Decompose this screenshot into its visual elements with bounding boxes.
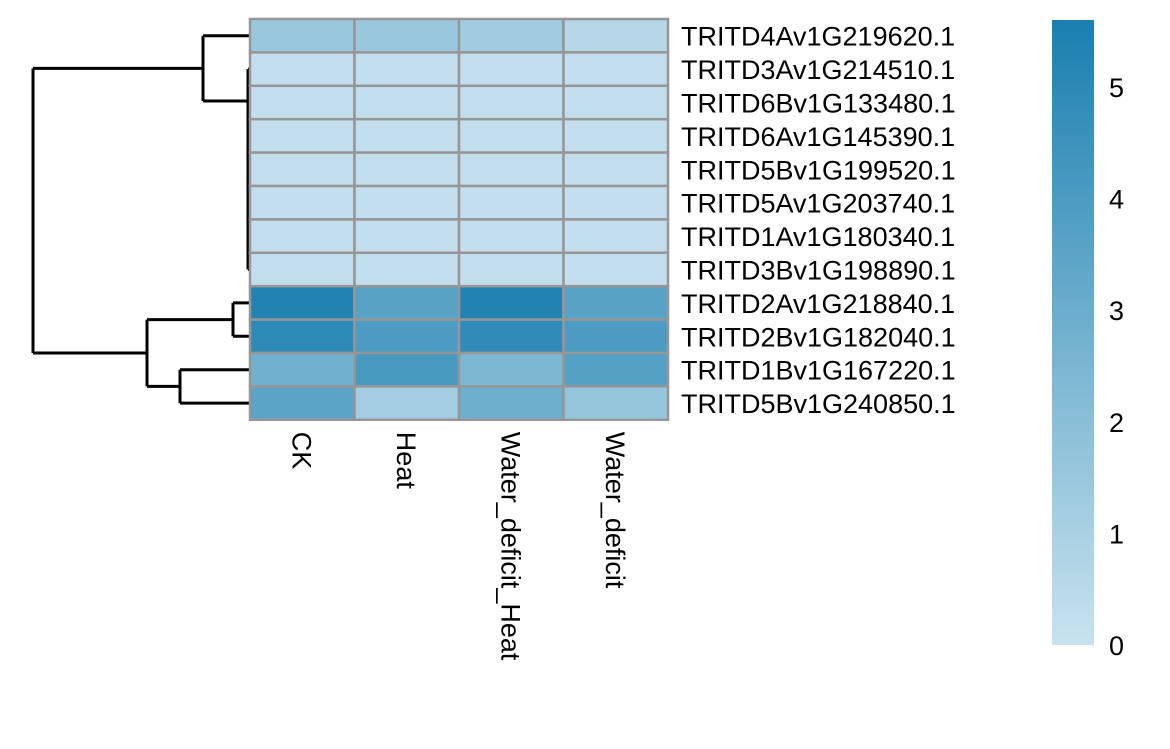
column-labels: CK Heat Water_deficit_Heat Water_deficit <box>286 432 630 661</box>
heatmap-cell <box>353 51 461 88</box>
heatmap-cell <box>248 251 356 288</box>
heatmap-cell <box>353 17 461 54</box>
row-label: TRITD2Bv1G182040.1 <box>681 322 956 352</box>
row-label: TRITD5Bv1G199520.1 <box>681 155 956 185</box>
heatmap-cell <box>457 151 565 188</box>
heatmap-cell <box>248 117 356 154</box>
heatmap-cell <box>248 284 356 321</box>
colorbar: 0 1 2 3 4 5 <box>1052 20 1124 661</box>
heatmap-cell <box>353 351 461 388</box>
heatmap-cell <box>248 351 356 388</box>
colorbar-tick-label: 4 <box>1109 185 1124 215</box>
heatmap-cell <box>457 385 565 422</box>
colorbar-tick-label: 1 <box>1109 519 1124 549</box>
heatmap-cell <box>562 351 670 388</box>
heatmap-cell <box>562 251 670 288</box>
heatmap-cell <box>353 151 461 188</box>
column-label: CK <box>286 432 316 470</box>
heatmap-cell <box>248 385 356 422</box>
row-label: TRITD1Bv1G167220.1 <box>681 356 956 386</box>
heatmap-cell <box>457 51 565 88</box>
heatmap-cell <box>353 117 461 154</box>
heatmap-cell <box>562 218 670 255</box>
heatmap-cell <box>353 251 461 288</box>
column-label: Water_deficit <box>600 432 630 589</box>
row-label: TRITD3Bv1G198890.1 <box>681 256 956 286</box>
heatmap-cell <box>457 351 565 388</box>
heatmap-cell <box>562 17 670 54</box>
heatmap-cell <box>457 184 565 221</box>
heatmap-cell <box>562 284 670 321</box>
heatmap-cell <box>457 318 565 355</box>
heatmap-cell <box>353 184 461 221</box>
row-label: TRITD2Av1G218840.1 <box>681 289 955 319</box>
colorbar-tick-label: 2 <box>1109 408 1124 438</box>
row-label: TRITD3Av1G214510.1 <box>681 55 955 85</box>
heatmap-cell <box>562 318 670 355</box>
heatmap-cells <box>248 17 670 422</box>
heatmap-cell <box>562 117 670 154</box>
heatmap-cell <box>562 84 670 121</box>
column-label: Water_deficit_Heat <box>495 432 525 661</box>
heatmap-cell <box>248 184 356 221</box>
heatmap-cell <box>457 251 565 288</box>
heatmap-cell <box>562 51 670 88</box>
heatmap-cell <box>457 284 565 321</box>
heatmap-cell <box>248 84 356 121</box>
heatmap-cell <box>353 218 461 255</box>
row-label: TRITD6Av1G145390.1 <box>681 122 955 152</box>
heatmap-cell <box>353 385 461 422</box>
heatmap-cell <box>562 385 670 422</box>
row-label: TRITD6Bv1G133480.1 <box>681 89 956 119</box>
heatmap-cell <box>248 218 356 255</box>
heatmap-cell <box>457 218 565 255</box>
heatmap-cell <box>353 84 461 121</box>
row-label: TRITD5Av1G203740.1 <box>681 189 955 219</box>
heatmap-cell <box>353 318 461 355</box>
row-label: TRITD4Av1G219620.1 <box>681 22 955 52</box>
column-label: Heat <box>391 432 421 490</box>
heatmap-cell <box>248 51 356 88</box>
heatmap-cell <box>248 17 356 54</box>
row-label: TRITD1Av1G180340.1 <box>681 222 955 252</box>
heatmap-cell <box>457 117 565 154</box>
heatmap-cell <box>457 17 565 54</box>
heatmap-cell <box>562 151 670 188</box>
colorbar-tick-label: 5 <box>1109 73 1124 103</box>
heatmap-cell <box>248 151 356 188</box>
colorbar-gradient <box>1052 20 1094 645</box>
row-dendrogram <box>31 34 250 405</box>
heatmap-cell <box>353 284 461 321</box>
row-label: TRITD5Bv1G240850.1 <box>681 389 956 419</box>
heatmap-cell <box>457 84 565 121</box>
heatmap-cell <box>248 318 356 355</box>
heatmap-cell <box>562 184 670 221</box>
colorbar-tick-label: 3 <box>1109 296 1124 326</box>
colorbar-tick-label: 0 <box>1109 631 1124 661</box>
